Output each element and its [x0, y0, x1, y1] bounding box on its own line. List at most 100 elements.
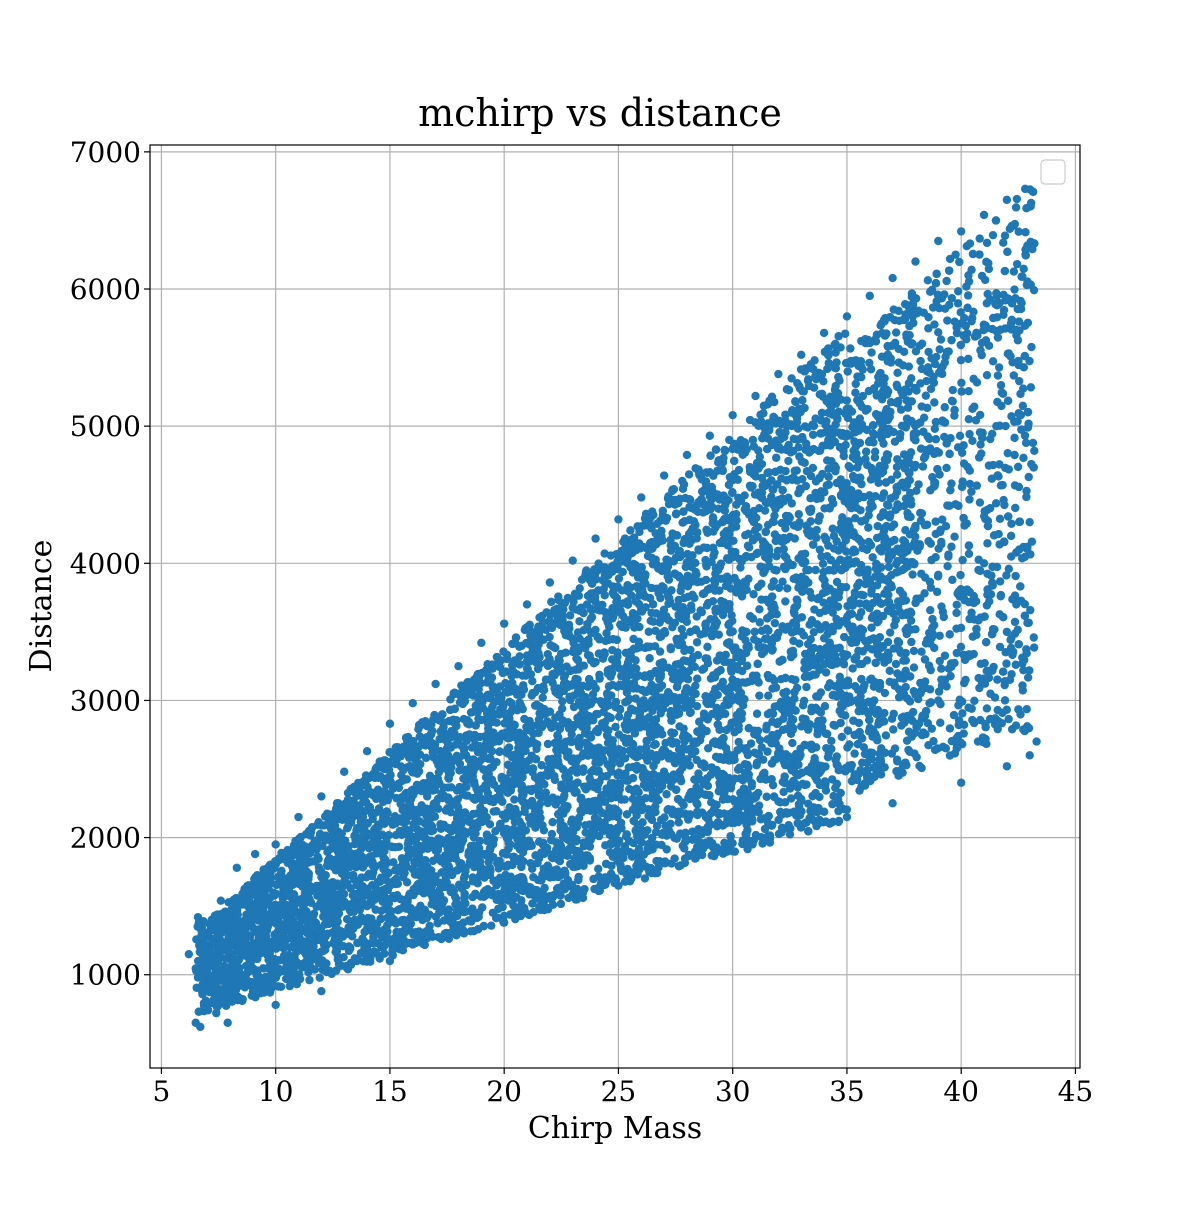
scatter-point [539, 693, 547, 701]
scatter-point [942, 277, 950, 285]
scatter-point [772, 683, 780, 691]
scatter-point [996, 515, 1004, 523]
scatter-point [896, 430, 904, 438]
scatter-point [819, 560, 827, 568]
scatter-point [487, 921, 495, 929]
scatter-point [820, 329, 828, 337]
scatter-point [454, 662, 462, 670]
scatter-point [936, 719, 944, 727]
scatter-point [380, 949, 388, 957]
scatter-point [957, 779, 965, 787]
scatter-point [1010, 267, 1018, 275]
scatter-point [908, 570, 916, 578]
scatter-point [1007, 634, 1015, 642]
scatter-point [912, 386, 920, 394]
scatter-point [603, 732, 611, 740]
scatter-point [294, 813, 302, 821]
scatter-point [630, 664, 638, 672]
scatter-point [1002, 659, 1010, 667]
scatter-point [731, 847, 739, 855]
scatter-point [937, 664, 945, 672]
scatter-point [750, 628, 758, 636]
scatter-point [1005, 465, 1013, 473]
scatter-point [880, 533, 888, 541]
scatter-point [838, 733, 846, 741]
scatter-point [667, 586, 675, 594]
scatter-point [223, 1019, 231, 1027]
scatter-point [924, 313, 932, 321]
scatter-point [1018, 681, 1026, 689]
scatter-point [865, 511, 873, 519]
scatter-point [948, 576, 956, 584]
scatter-point [888, 799, 896, 807]
scatter-point [720, 446, 728, 454]
scatter-point [511, 915, 519, 923]
scatter-point [779, 788, 787, 796]
scatter-point [1014, 336, 1022, 344]
scatter-point [844, 367, 852, 375]
scatter-point [533, 701, 541, 709]
scatter-point [386, 720, 394, 728]
scatter-point [953, 649, 961, 657]
scatter-point [1021, 228, 1029, 236]
scatter-point [888, 274, 896, 282]
scatter-point [949, 386, 957, 394]
scatter-point [614, 515, 622, 523]
scatter-point [922, 391, 930, 399]
scatter-point [1030, 633, 1038, 641]
scatter-point [942, 744, 950, 752]
scatter-point [1027, 383, 1035, 391]
scatter-point [840, 660, 848, 668]
scatter-point [500, 619, 508, 627]
scatter-point [548, 818, 556, 826]
scatter-point [693, 612, 701, 620]
scatter-point [363, 747, 371, 755]
scatter-point [702, 576, 710, 584]
scatter-point [784, 457, 792, 465]
scatter-point [989, 461, 997, 469]
scatter-point [976, 234, 984, 242]
scatter-point [890, 520, 898, 528]
scatter-point [518, 671, 526, 679]
scatter-point [866, 292, 874, 300]
scatter-point [983, 371, 991, 379]
scatter-point [195, 1008, 203, 1016]
scatter-point [431, 680, 439, 688]
scatter-point [691, 737, 699, 745]
scatter-point [830, 544, 838, 552]
scatter-point [802, 683, 810, 691]
scatter-point [686, 646, 694, 654]
scatter-point [409, 699, 417, 707]
scatter-point [271, 840, 279, 848]
scatter-point [660, 471, 668, 479]
scatter-point [958, 697, 966, 705]
scatter-point [797, 351, 805, 359]
scatter-point [1013, 260, 1021, 268]
scatter-point [941, 652, 949, 660]
scatter-point [707, 763, 715, 771]
scatter-point [997, 381, 1005, 389]
scatter-point [528, 677, 536, 685]
scatter-point [185, 950, 193, 958]
scatter-point [772, 454, 780, 462]
scatter-point [877, 744, 885, 752]
scatter-point [836, 443, 844, 451]
scatter-point [343, 915, 351, 923]
scatter-point [683, 451, 691, 459]
scatter-point [774, 370, 782, 378]
scatter-point [892, 660, 900, 668]
scatter-point [904, 512, 912, 520]
scatter-point [886, 667, 894, 675]
scatter-point [989, 357, 997, 365]
scatter-point [952, 609, 960, 617]
scatter-point [996, 577, 1004, 585]
scatter-point [781, 467, 789, 475]
scatter-point [992, 499, 1000, 507]
scatter-point [775, 657, 783, 665]
scatter-point [980, 211, 988, 219]
scatter-point [700, 664, 708, 672]
scatter-point [1010, 434, 1018, 442]
scatter-point [1003, 196, 1011, 204]
scatter-point [233, 864, 241, 872]
scatter-point [1012, 203, 1020, 211]
